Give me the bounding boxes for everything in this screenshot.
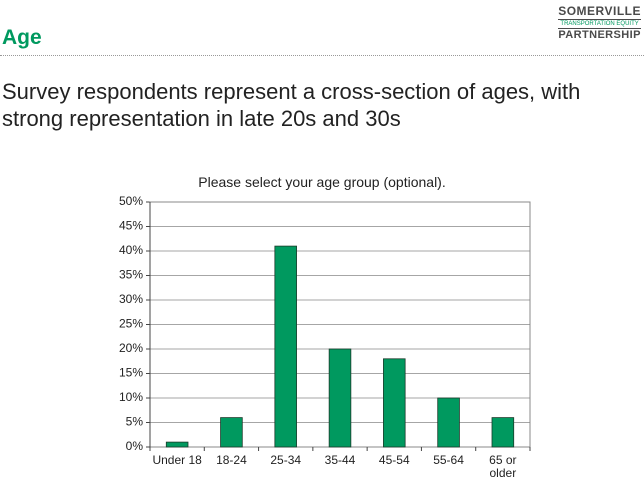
y-tick-label: 35% xyxy=(119,268,143,282)
y-tick-label: 5% xyxy=(126,415,144,429)
x-tick-label: 25-34 xyxy=(270,453,302,467)
bar xyxy=(274,245,297,448)
chart-title: Please select your age group (optional). xyxy=(198,174,446,190)
y-tick-label: 20% xyxy=(119,341,143,355)
bar xyxy=(165,441,189,448)
y-tick-label: 25% xyxy=(119,317,143,331)
logo-text: PARTNERSHIP xyxy=(558,29,641,41)
x-tick-label: 65 or older xyxy=(489,453,517,479)
y-tick-label: 15% xyxy=(119,366,143,380)
y-tick-label: 0% xyxy=(126,439,144,453)
x-tick-label: 35-44 xyxy=(324,453,356,467)
x-tick-label: 45-54 xyxy=(378,453,410,467)
x-tick-label: 55-64 xyxy=(433,453,464,467)
y-tick-label: 10% xyxy=(119,390,143,404)
bar xyxy=(220,417,243,448)
logo-text: TRANSPORTATION EQUITY xyxy=(558,21,641,29)
logo: SOMERVILLE TRANSPORTATION EQUITY PARTNER… xyxy=(558,4,641,41)
y-tick-label: 30% xyxy=(119,292,143,306)
x-tick-label: Under 18 xyxy=(152,453,202,467)
slide-title: Age xyxy=(2,26,42,49)
logo-text: SOMERVILLE xyxy=(558,4,641,20)
divider xyxy=(0,55,644,56)
y-tick-label: 40% xyxy=(119,243,143,257)
bar xyxy=(383,358,406,448)
headline: Survey respondents represent a cross-sec… xyxy=(2,79,581,131)
bar xyxy=(328,348,352,448)
bar xyxy=(491,417,515,448)
y-tick-label: 50% xyxy=(119,194,143,208)
bar xyxy=(437,397,460,448)
y-tick-label: 45% xyxy=(119,219,143,233)
x-tick-label: 18-24 xyxy=(216,453,247,467)
